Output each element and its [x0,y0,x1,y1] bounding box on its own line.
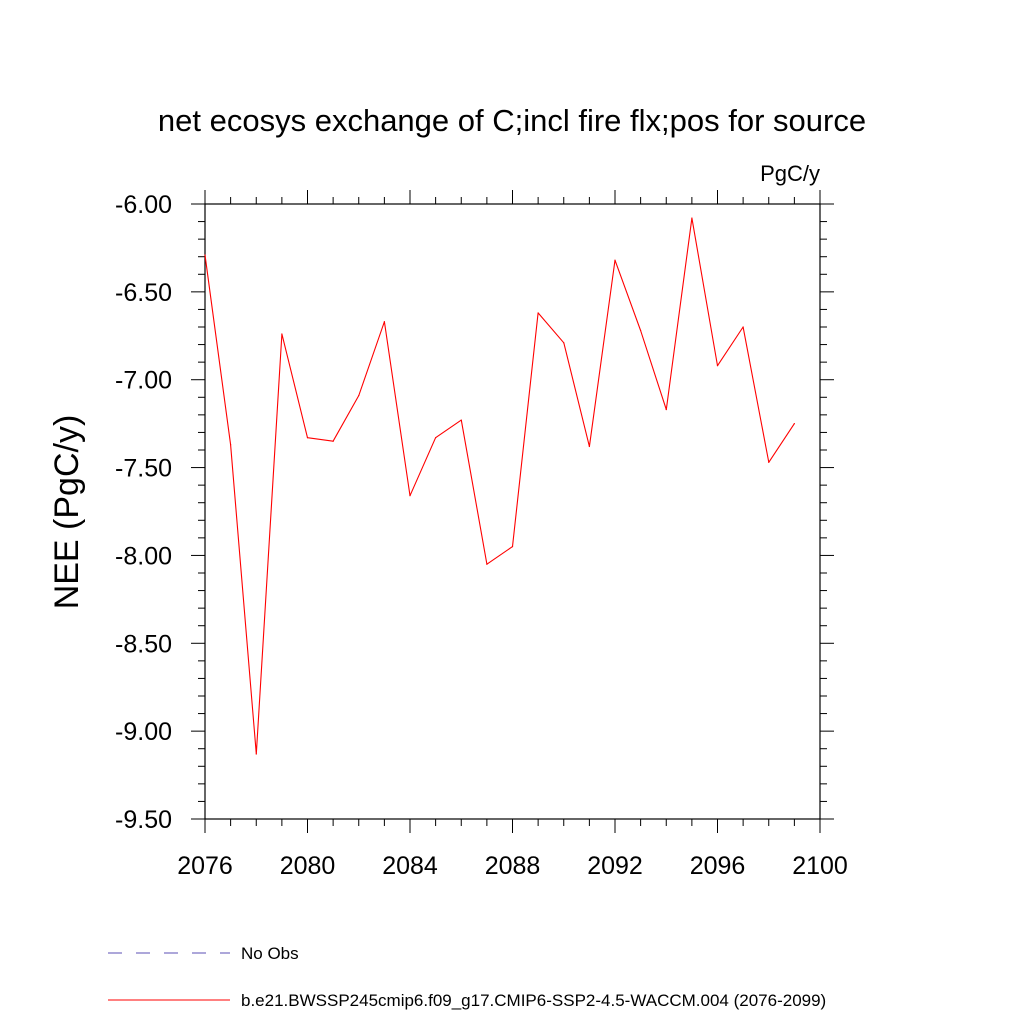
data-point [716,365,719,367]
data-point [793,423,795,425]
data-point [563,342,565,344]
y-tick-label: -9.00 [115,718,172,746]
series-layer [204,217,795,755]
data-point [435,437,437,439]
plot-frame [204,203,821,820]
y-tick-label: -7.50 [115,455,172,483]
data-point [230,444,232,446]
data-point [281,333,283,335]
legend-label: No Obs [241,944,299,963]
y-axis-label: NEE (PgC/y) [48,415,86,610]
data-point [358,394,360,397]
data-point [460,419,462,421]
data-point [204,254,206,256]
y-tick-label: -6.00 [115,191,172,219]
data-point [306,437,309,439]
y-tick-label: -7.00 [115,367,172,395]
data-point [640,329,642,332]
x-tick-label: 2084 [382,852,438,880]
data-point [665,408,667,411]
data-point [486,563,488,565]
data-point [332,440,334,442]
data-point [537,312,539,314]
y-tick-label: -6.50 [115,279,172,307]
data-point [511,546,514,548]
data-point [255,753,257,755]
chart-title: net ecosys exchange of C;incl fire flx;p… [158,103,866,138]
x-tick-label: 2096 [690,852,746,880]
units-label: PgC/y [760,161,820,186]
axis-ticks [191,190,834,833]
x-tick-label: 2080 [280,852,336,880]
tick-labels: 2076 2080 2084 2088 2092 2096 2100 -6.00 -6.50 -7… [115,191,848,880]
data-point [588,445,590,448]
x-tick-label: 2076 [177,852,233,880]
y-tick-label: -8.50 [115,630,172,658]
x-tick-label: 2088 [485,852,541,880]
data-point [409,495,411,497]
data-point [768,461,770,463]
x-tick-label: 2092 [587,852,643,880]
data-point [742,326,744,328]
data-point [691,217,693,219]
data-point [383,321,385,323]
x-tick-label: 2100 [792,852,848,880]
legend: No Obs b.e21.BWSSP245cmip6.f09_g17.CMIP6-… [108,944,826,1010]
y-tick-label: -8.00 [115,542,172,570]
series-line [204,217,795,755]
y-tick-label: -9.50 [115,806,172,834]
data-point [614,259,616,261]
legend-label: b.e21.BWSSP245cmip6.f09_g17.CMIP6-SSP2-4… [241,991,826,1010]
